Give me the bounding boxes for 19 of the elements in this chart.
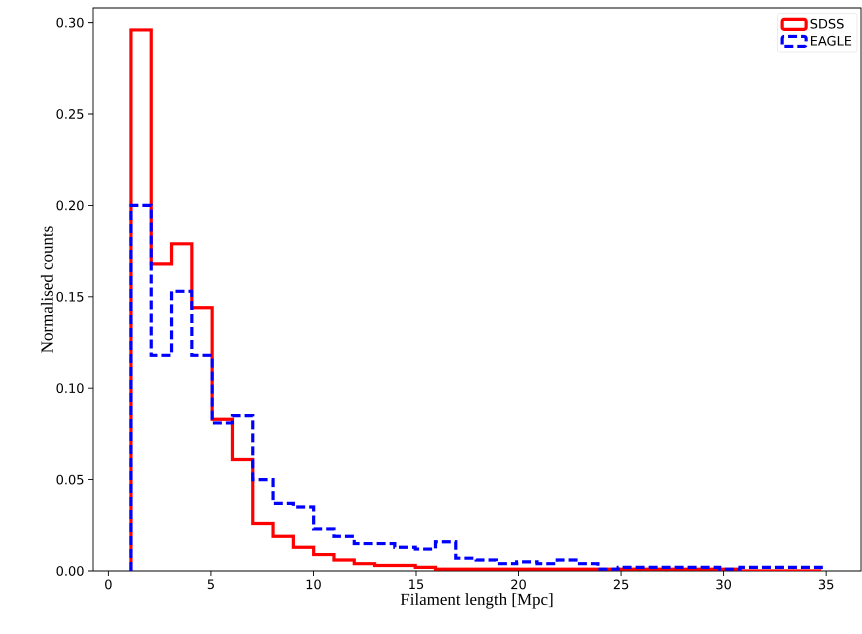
x-tick-label: 35 <box>818 580 834 590</box>
y-tick-label: 0.10 <box>56 383 84 394</box>
y-tick-label: 0.30 <box>56 18 84 28</box>
legend-label: EAGLE <box>810 36 852 46</box>
x-tick-label: 0 <box>105 580 112 590</box>
x-tick-label: 20 <box>511 580 526 590</box>
x-tick-label: 25 <box>614 580 628 590</box>
x-tick-label: 10 <box>306 580 321 590</box>
y-axis-title: Normalised counts <box>40 226 53 353</box>
y-tick-label: 0.15 <box>56 292 84 302</box>
legend-label: SDSS <box>810 18 844 29</box>
y-tick-label: 0.20 <box>56 200 84 210</box>
x-axis-title: Filament length [Mpc] <box>400 593 552 609</box>
y-tick-label: 0.00 <box>56 566 84 576</box>
x-tick-label: 5 <box>208 580 214 590</box>
x-tick-label: 30 <box>716 580 731 590</box>
y-tick-label: 0.25 <box>56 109 84 119</box>
y-tick-label: 0.05 <box>56 474 84 485</box>
x-tick-label: 15 <box>409 580 424 590</box>
